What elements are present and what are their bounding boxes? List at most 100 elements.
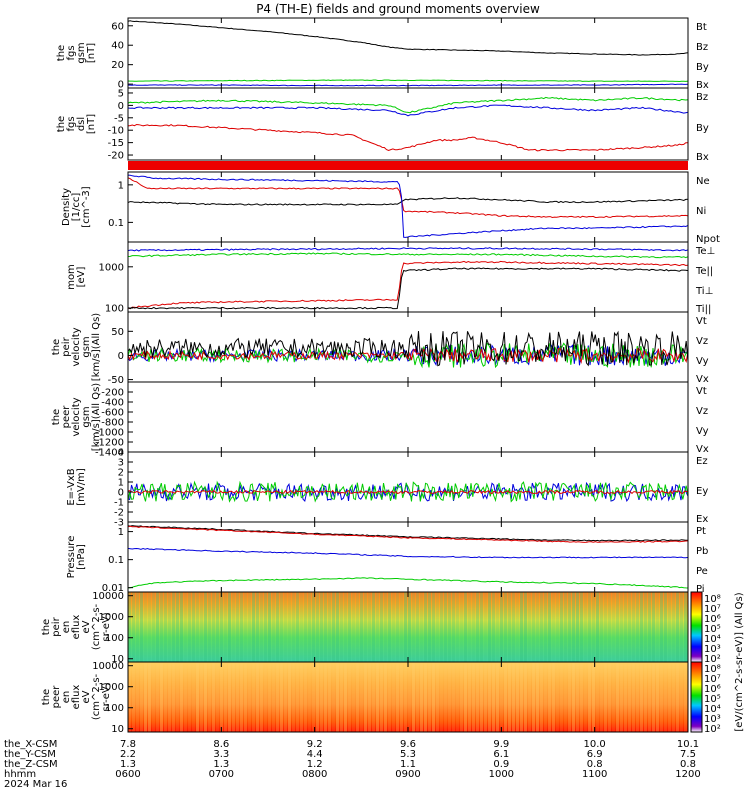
panel-e-field: E=-VxB[mV/m] xyxy=(66,451,689,523)
spectrogram-stripe xyxy=(536,592,539,662)
y-axis-label-line: sr-eV) xyxy=(101,612,112,641)
spectrogram-stripe xyxy=(560,592,563,662)
spectrogram-stripe xyxy=(252,592,255,662)
spectrogram-stripe xyxy=(208,662,211,732)
spectrogram-stripe xyxy=(444,662,447,732)
spectrogram-stripe xyxy=(188,662,191,732)
spectrogram-stripe xyxy=(544,592,547,662)
spectrogram-stripe xyxy=(268,662,271,732)
spectrogram-stripe xyxy=(596,662,599,732)
spectrogram-stripe xyxy=(248,592,251,662)
spectrogram-stripe xyxy=(660,662,663,732)
spectrogram-stripe xyxy=(644,592,647,662)
panel-peer-velocity: thepeervelocitygsm[km/s](All Qs) xyxy=(51,381,689,453)
x-tick-label: 7.5 xyxy=(680,749,696,760)
spectrogram-stripe xyxy=(336,592,339,662)
x-tick-label: 1.1 xyxy=(400,759,416,770)
spectrogram-stripe xyxy=(408,662,411,732)
spectrogram-stripe xyxy=(260,662,263,732)
y-tick-label: 50 xyxy=(111,327,124,338)
legend-entry: Vy xyxy=(696,356,709,367)
spectrogram-stripe xyxy=(652,662,655,732)
series-line xyxy=(127,104,689,117)
spectrogram-stripe xyxy=(508,662,511,732)
y-tick-label: 0 xyxy=(118,488,124,499)
spectrogram-stripe xyxy=(396,592,399,662)
spectrogram-stripe xyxy=(284,592,287,662)
spectrogram-stripe xyxy=(244,662,247,732)
panel-frame xyxy=(127,311,689,383)
x-tick-label: 1.3 xyxy=(120,759,136,770)
spectrogram-stripe xyxy=(272,662,275,732)
colorbar-tick-label: 10⁴ xyxy=(704,704,721,715)
y-tick-label: 5 xyxy=(118,88,124,99)
y-axis-label-line: peer xyxy=(51,685,62,709)
spectrogram-stripe xyxy=(612,592,615,662)
spectrogram-stripe xyxy=(524,662,527,732)
spectrogram-stripe xyxy=(428,662,431,732)
y-axis-label-line: eflux xyxy=(71,685,82,710)
spectrogram-stripe xyxy=(500,592,503,662)
spectrogram-stripe xyxy=(264,662,267,732)
y-axis-label-line: dsl xyxy=(76,117,87,131)
y-tick-label: 10 xyxy=(111,654,124,665)
spectrogram-stripe xyxy=(444,592,447,662)
spectrogram-stripe xyxy=(248,662,251,732)
x-tick-label: 3.3 xyxy=(213,749,229,760)
x-tick-label: 6.1 xyxy=(493,749,509,760)
y-tick-label: -50 xyxy=(108,375,124,386)
series-line xyxy=(127,79,689,83)
spectrogram-stripe xyxy=(220,592,223,662)
y-axis-label-line: peir xyxy=(51,616,62,636)
spectrogram-stripe xyxy=(460,592,463,662)
spectrogram xyxy=(128,662,688,732)
x-axis-row-label: the_Z-CSM xyxy=(4,759,58,770)
spectrogram-stripe xyxy=(644,662,647,732)
y-axis-label-line: (cm^2-s- xyxy=(91,603,102,650)
spectrogram-stripe xyxy=(268,592,271,662)
spectrogram-stripe xyxy=(308,592,311,662)
y-tick-label: -1000 xyxy=(95,428,124,439)
spectrogram-stripe xyxy=(308,662,311,732)
spectrogram-stripe xyxy=(468,662,471,732)
spectrogram-stripe xyxy=(524,592,527,662)
spectrogram-stripe xyxy=(656,592,659,662)
spectrogram-stripe xyxy=(632,592,635,662)
y-axis-label-line: velocity xyxy=(71,327,82,366)
spectrogram-stripe xyxy=(128,592,131,662)
legend-entry: Ey xyxy=(696,486,708,497)
colorbar-tick-label: 10⁷ xyxy=(704,674,721,685)
y-tick-label: 20 xyxy=(111,60,124,71)
spectrogram-stripe xyxy=(144,592,147,662)
spectrogram-stripe xyxy=(680,662,683,732)
spectrogram-stripe xyxy=(512,592,515,662)
y-tick-label: 1000 xyxy=(99,682,124,693)
x-tick-label: 1.2 xyxy=(307,759,323,770)
spectrogram-stripe xyxy=(184,662,187,732)
spectrogram-stripe xyxy=(160,592,163,662)
spectrogram-stripe xyxy=(392,592,395,662)
spectrogram-stripe xyxy=(276,662,279,732)
panel-frame xyxy=(127,381,689,453)
y-axis-label-line: fgs xyxy=(66,45,77,60)
series-line xyxy=(127,577,689,589)
spectrogram-stripe xyxy=(424,662,427,732)
spectrogram-stripe xyxy=(520,592,523,662)
x-tick-label: 0.9 xyxy=(493,759,509,770)
spectrogram-stripe xyxy=(472,592,475,662)
panel-frame xyxy=(127,171,689,243)
legend-entry: Pt xyxy=(696,526,706,537)
spectrogram-stripe xyxy=(628,662,631,732)
legend-entry: Bx xyxy=(696,80,709,91)
spectrogram-stripe xyxy=(552,592,555,662)
spectrogram-stripe xyxy=(532,662,535,732)
legend-entry: Bz xyxy=(696,92,708,103)
spectrogram-stripe xyxy=(172,592,175,662)
spectrogram-stripe xyxy=(528,592,531,662)
spectrogram-stripe xyxy=(428,592,431,662)
legend-entry: By xyxy=(696,123,709,134)
y-axis-label-line: gsm xyxy=(81,336,92,357)
spectrogram-stripe xyxy=(128,662,131,732)
spectrogram-stripe xyxy=(164,592,167,662)
colorbar-tick-label: 10⁶ xyxy=(704,684,721,695)
